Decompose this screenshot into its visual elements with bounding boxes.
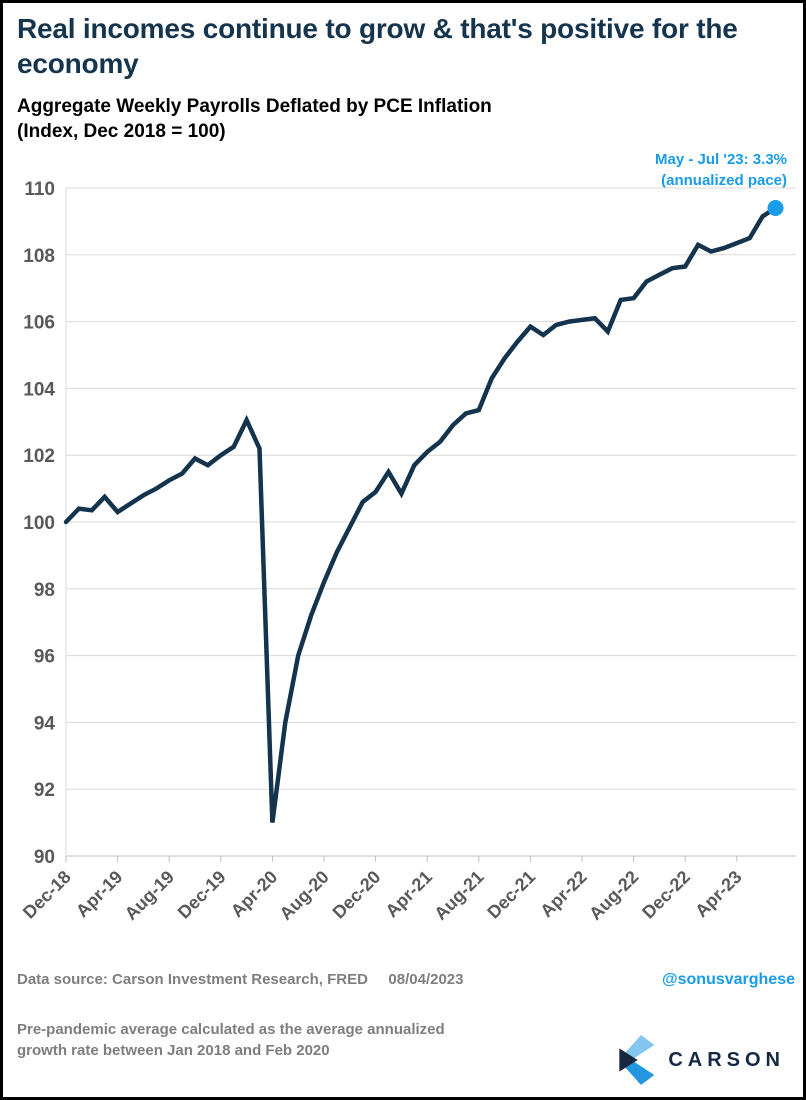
annotation-value: May - Jul '23: 3.3% — [655, 151, 787, 168]
svg-text:Apr-19: Apr-19 — [72, 867, 126, 921]
svg-text:94: 94 — [34, 713, 56, 734]
chart-units-line: (Index, Dec 2018 = 100) — [17, 121, 226, 142]
latest-pace-annotation: May - Jul '23: 3.3% (annualized pace) — [655, 149, 787, 191]
svg-text:Dec-18: Dec-18 — [19, 867, 75, 923]
page-title: Real incomes continue to grow & that's p… — [17, 13, 738, 79]
svg-text:Dec-20: Dec-20 — [329, 867, 385, 923]
svg-text:Aug-21: Aug-21 — [430, 867, 487, 924]
svg-text:Aug-20: Aug-20 — [276, 867, 333, 924]
chart-heading: Aggregate Weekly Payrolls Deflated by PC… — [17, 94, 492, 144]
carson-logo: CARSON — [616, 1033, 785, 1087]
svg-text:Apr-22: Apr-22 — [536, 867, 590, 921]
annotation-caption: (annualized pace) — [661, 172, 787, 189]
svg-text:98: 98 — [34, 580, 55, 601]
data-source-block: Data source: Carson Investment Research,… — [17, 971, 463, 989]
source-row: Data source: Carson Investment Research,… — [17, 971, 795, 989]
svg-text:Apr-20: Apr-20 — [227, 867, 281, 921]
svg-text:Dec-19: Dec-19 — [174, 867, 230, 923]
svg-text:Aug-22: Aug-22 — [585, 867, 642, 924]
svg-text:110: 110 — [24, 179, 55, 200]
carson-logo-icon — [619, 1035, 655, 1085]
svg-text:100: 100 — [23, 513, 55, 534]
methodology-note: Pre-pandemic average calculated as the a… — [17, 1021, 445, 1059]
svg-text:Dec-22: Dec-22 — [638, 867, 694, 923]
svg-text:Dec-21: Dec-21 — [483, 867, 539, 923]
svg-text:92: 92 — [34, 780, 55, 801]
twitter-handle-link[interactable]: @sonusvarghese — [662, 971, 795, 988]
svg-text:106: 106 — [23, 313, 55, 334]
svg-text:90: 90 — [34, 847, 55, 868]
svg-text:108: 108 — [23, 246, 55, 267]
svg-text:102: 102 — [23, 446, 55, 467]
payrolls-line-chart: 90 92 94 96 98 100 102 104 106 108 110 Dec-18Apr-19… — [19, 179, 796, 924]
svg-text:Aug-19: Aug-19 — [121, 867, 178, 924]
svg-text:104: 104 — [23, 379, 55, 400]
svg-text:Apr-23: Apr-23 — [691, 867, 745, 921]
svg-text:Apr-21: Apr-21 — [382, 867, 436, 921]
chart-heading-line: Aggregate Weekly Payrolls Deflated by PC… — [17, 96, 492, 117]
publish-date: 08/04/2023 — [388, 971, 464, 988]
carson-logo-text: CARSON — [668, 1048, 785, 1071]
data-source-label: Data source: Carson Investment Research,… — [17, 971, 368, 988]
svg-text:96: 96 — [34, 647, 55, 668]
